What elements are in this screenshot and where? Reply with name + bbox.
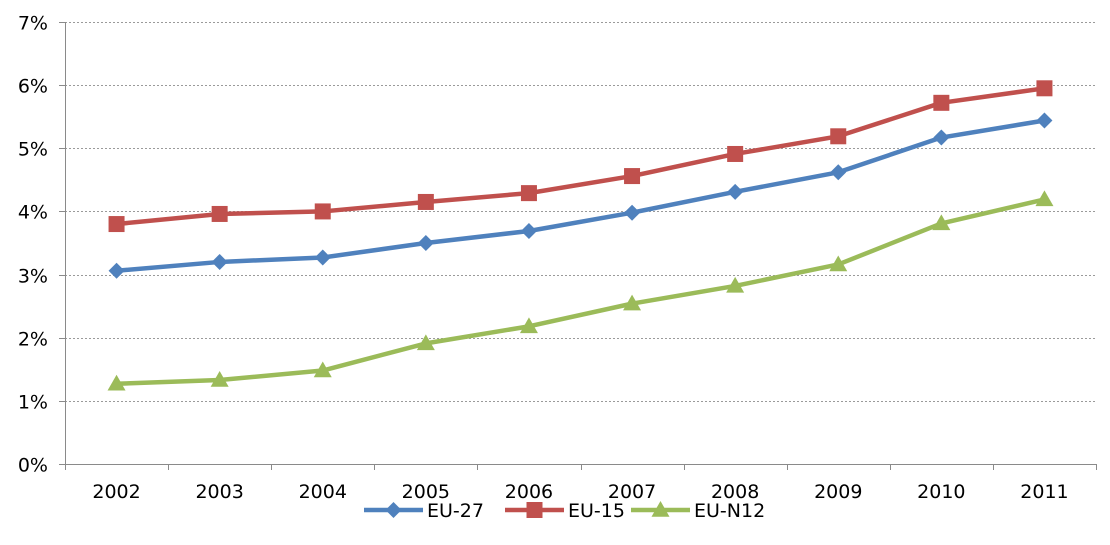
data-point [1036,80,1053,97]
data-point [313,361,332,378]
data-point [830,164,847,181]
data-point [1035,190,1054,207]
y-tick-label: 4% [18,202,48,224]
data-point [520,223,537,240]
data-point [624,204,641,221]
data-point [727,145,744,162]
data-point [830,128,847,145]
data-point [624,168,641,185]
data-point [519,317,538,334]
data-point [211,253,228,270]
data-point [107,374,126,391]
data-point [727,183,744,200]
legend-label: EU-27 [427,500,484,522]
data-point [623,294,642,311]
data-point [417,235,434,251]
series-line [114,118,1047,274]
x-tick-label: 2003 [195,481,243,503]
legend-item: EU-27 [364,500,484,522]
data-point [1036,112,1053,129]
data-point [726,276,745,293]
data-point [108,216,125,233]
legend-label: EU-15 [568,500,625,522]
legend-swatch-marker [651,501,670,517]
legend-swatch-marker [385,502,402,518]
data-point [932,214,951,231]
x-axis-tick-labels: 2002 2003 2004 2005 2006 2007 2008 2009 2010 2011 [92,481,1068,503]
x-tick-label: 2002 [92,481,140,503]
series-group [107,80,1054,391]
x-tick-label: 2009 [814,481,862,503]
legend-label: EU-N12 [694,500,765,522]
legend-swatch-marker [526,502,543,518]
legend-item: EU-15 [505,500,625,522]
series-line [114,86,1047,227]
x-tick-label: 2006 [505,481,553,503]
legend: EU-27 EU-15 EU-N12 [364,500,765,522]
axes [59,22,1097,470]
y-tick-label: 1% [18,392,48,414]
series-eu-n12 [107,190,1054,391]
y-tick-label: 3% [18,266,48,288]
data-point [933,129,950,146]
x-tick-label: 2004 [299,481,347,503]
data-point [416,334,435,351]
data-point [417,193,434,210]
y-tick-label: 0% [18,455,48,477]
data-point [933,94,950,111]
x-tick-label: 2010 [917,481,965,503]
y-tick-label: 5% [18,139,48,161]
series-eu-15 [108,80,1053,233]
data-point [520,185,537,202]
y-tick-label: 7% [18,13,48,35]
y-tick-label: 2% [18,329,48,351]
series-line [114,197,1047,387]
data-point [211,205,228,222]
legend-item: EU-N12 [631,500,765,522]
x-tick-label: 2008 [711,481,759,503]
data-point [210,371,229,387]
x-tick-label: 2005 [402,481,450,503]
data-point [108,262,125,279]
x-tick-label: 2011 [1020,481,1068,503]
data-point [829,255,848,272]
x-tick-label: 2007 [608,481,656,503]
series-eu-27 [108,112,1053,279]
data-point [314,249,331,266]
y-axis-tick-labels: 0% 1% 2% 3% 4% 5% 6% 7% [18,13,48,477]
data-point [314,203,331,220]
y-tick-label: 6% [18,76,48,98]
